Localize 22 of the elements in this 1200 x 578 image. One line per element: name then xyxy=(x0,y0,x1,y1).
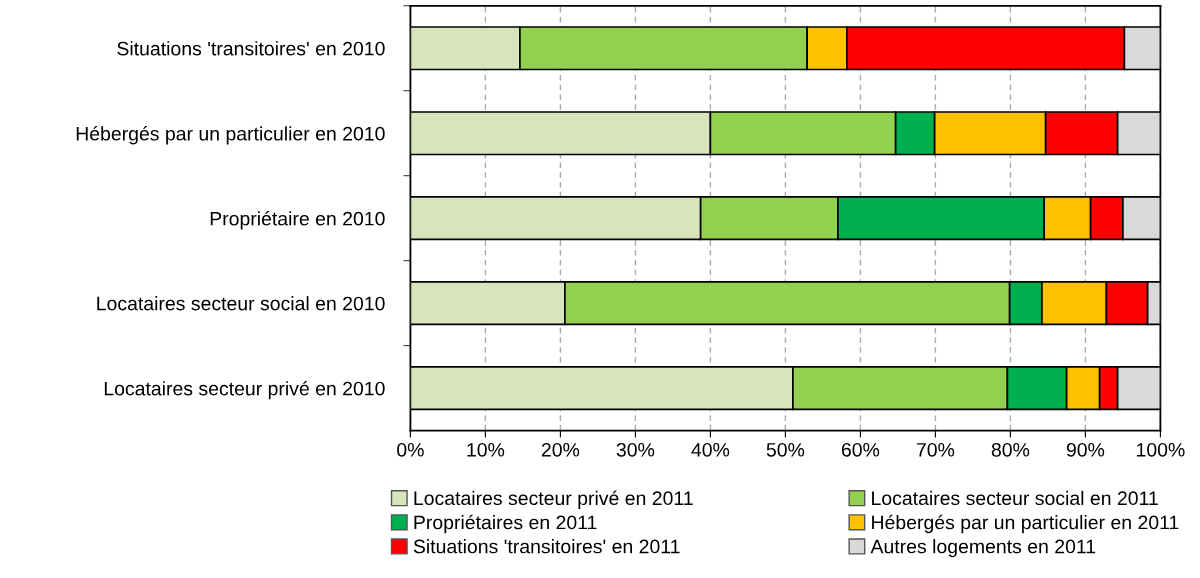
x-tick-label: 70% xyxy=(916,442,955,457)
y-tick-label: Hébergés par un particulier en 2010 xyxy=(76,126,385,145)
legend-label: Propriétaires en 2011 xyxy=(414,514,597,534)
legend-label: Situations 'transitoires' en 2011 xyxy=(413,539,680,554)
y-tick-label: Propriétaire en 2010 xyxy=(210,211,385,230)
legend-label: Locataires secteur privé en 2011 xyxy=(414,490,693,509)
y-tick-label: Situations 'transitoires' en 2010 xyxy=(117,41,385,56)
y-tick-label: Locataires secteur privé en 2010 xyxy=(104,380,385,400)
x-tick-label: 80% xyxy=(991,442,1030,457)
legend-label: Autres logements en 2011 xyxy=(870,539,1096,558)
y-tick-label: Locataires secteur social en 2010 xyxy=(97,296,385,311)
x-tick-label: 30% xyxy=(616,442,655,457)
x-tick-label: 50% xyxy=(766,442,805,457)
x-tick-label: 40% xyxy=(691,442,730,457)
x-tick-label: 60% xyxy=(841,442,880,457)
legend-label: Locataires secteur social en 2011 xyxy=(872,490,1158,506)
x-tick-label: 10% xyxy=(467,442,505,457)
x-tick-label: 100% xyxy=(1137,442,1185,457)
x-tick-label: 90% xyxy=(1066,442,1105,457)
legend-label: Hébergés par un particulier en 2011 xyxy=(872,514,1179,534)
x-tick-label: 0% xyxy=(397,442,424,457)
x-tick-label: 20% xyxy=(541,442,580,457)
